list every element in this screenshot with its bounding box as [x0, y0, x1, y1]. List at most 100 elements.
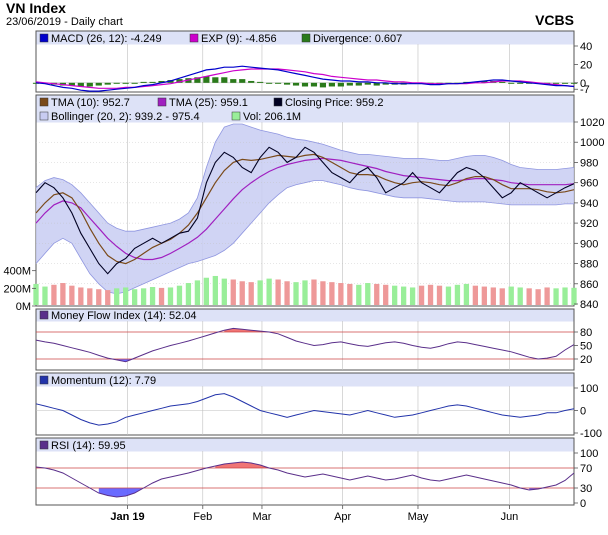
divergence-bar [212, 77, 219, 83]
momentum-panel-tick-label: 0 [580, 406, 586, 418]
momentum-panel-tick-label: 100 [580, 383, 598, 395]
volume-bar [445, 286, 452, 305]
month-label: May [408, 511, 429, 523]
divergence-bar [355, 82, 362, 86]
macd-panel-legend-label: Divergence: 0.607 [313, 33, 402, 45]
rsi-panel-legend-bg [36, 438, 574, 452]
divergence-bar [221, 77, 228, 83]
volume-bar [266, 278, 272, 305]
divergence-bar [140, 81, 147, 83]
bollinger-band [36, 124, 574, 294]
divergence-bar [86, 82, 93, 87]
volume-bar [400, 286, 407, 305]
rsi-panel-legend-swatch [39, 440, 49, 450]
macd-panel-legend-label: EXP (9): -4.856 [201, 33, 277, 45]
divergence-bar [310, 82, 318, 87]
macd-panel-tick-label: 40 [580, 41, 592, 53]
mfi-panel-tick-label: 50 [580, 341, 592, 353]
macd-line [35, 65, 575, 92]
rsi-panel-tick-label: 0 [580, 498, 586, 510]
volume-bar [149, 287, 156, 305]
divergence-bar [517, 82, 524, 84]
macd-panel-legend-swatch [189, 33, 199, 43]
volume-bar [185, 283, 192, 305]
volume-tick-label: 200M [3, 283, 31, 295]
divergence-bar [194, 77, 201, 83]
price-panel-tick-label: 980 [580, 157, 598, 169]
rsi-panel-tick-label: 30 [580, 483, 592, 495]
divergence-bar [104, 82, 111, 85]
volume-bar [51, 284, 57, 305]
divergence-bar [283, 82, 291, 85]
divergence-bar [364, 82, 371, 85]
volume-bar [212, 275, 218, 305]
divergence-bar [508, 82, 515, 84]
price-panel-tick-label: 860 [580, 279, 598, 291]
price-panel-legend-label: TMA (10): 952.7 [51, 97, 130, 109]
price-panel-legend-swatch [39, 111, 49, 121]
volume-bar [427, 284, 434, 305]
volume-tick-label: 400M [3, 266, 31, 278]
divergence-bar [275, 82, 282, 84]
divergence-bar [122, 82, 129, 84]
volume-bar [203, 277, 210, 305]
macd-panel-tick-label: 0 [580, 78, 586, 90]
divergence-bar [561, 82, 569, 84]
price-panel-legend-label: Bollinger (20, 2): 939.2 - 975.4 [51, 111, 200, 123]
momentum-panel-legend-label: Momentum (12): 7.79 [51, 375, 156, 387]
rsi-panel: RSI (14): 59.95 100 70 30 0 [35, 437, 598, 510]
volume-bar [436, 285, 443, 305]
momentum-panel-tick-label: -100 [580, 428, 602, 440]
divergence-bar [499, 81, 506, 83]
mfi-panel-tick-label: 80 [580, 327, 592, 339]
volume-bar [123, 287, 129, 305]
volume-bar [383, 284, 389, 305]
divergence-bar [552, 82, 560, 84]
macd-panel-legend-swatch [39, 33, 49, 43]
volume-bar [454, 284, 461, 305]
divergence-bar [257, 81, 264, 83]
volume-bar [338, 283, 344, 305]
divergence-bar [149, 81, 156, 83]
divergence-bar [158, 80, 165, 83]
volume-bar [374, 283, 380, 305]
volume-bar [248, 282, 254, 305]
ticker-label: VCBS [535, 12, 574, 28]
volume-bar [553, 288, 559, 305]
volume-bar [33, 283, 39, 305]
divergence-bar [176, 79, 183, 83]
mfi-panel-legend-bg [36, 309, 574, 322]
price-panel-legend-label: TMA (25): 959.1 [169, 97, 248, 109]
volume-bar [490, 287, 496, 305]
tma25-line [35, 157, 575, 261]
divergence-bar [203, 76, 210, 83]
divergence-bar [131, 82, 138, 84]
volume-bar [140, 288, 147, 305]
volume-bar [78, 287, 84, 305]
volume-bar [284, 281, 290, 305]
tma10-line [35, 153, 575, 265]
mfi-panel-tick-label: 20 [580, 354, 592, 366]
divergence-bar [292, 82, 300, 86]
volume-bar [409, 287, 416, 305]
volume-bar [562, 287, 568, 305]
volume-bar [544, 287, 550, 305]
volume-bar [60, 283, 66, 305]
macd-panel: MACD (26, 12): -4.249 EXP (9): -4.856 Dive… [32, 30, 592, 96]
month-label: Feb [193, 511, 212, 523]
volume-bar [194, 280, 201, 305]
volume-bar [131, 289, 138, 305]
price-panel-legend-swatch [231, 111, 241, 121]
rsi-line [35, 461, 575, 498]
volume-bar [221, 278, 227, 305]
macd-panel-legend-swatch [301, 33, 311, 43]
divergence-bar [346, 82, 353, 86]
volume-bar [499, 288, 505, 305]
bollinger-upper [35, 123, 575, 232]
month-label: Mar [252, 511, 271, 523]
price-panel: TMA (10): 952.7 TMA (25): 959.1 Closing Pr… [3, 94, 604, 313]
volume-bar [230, 279, 236, 305]
volume-bar [481, 286, 487, 305]
